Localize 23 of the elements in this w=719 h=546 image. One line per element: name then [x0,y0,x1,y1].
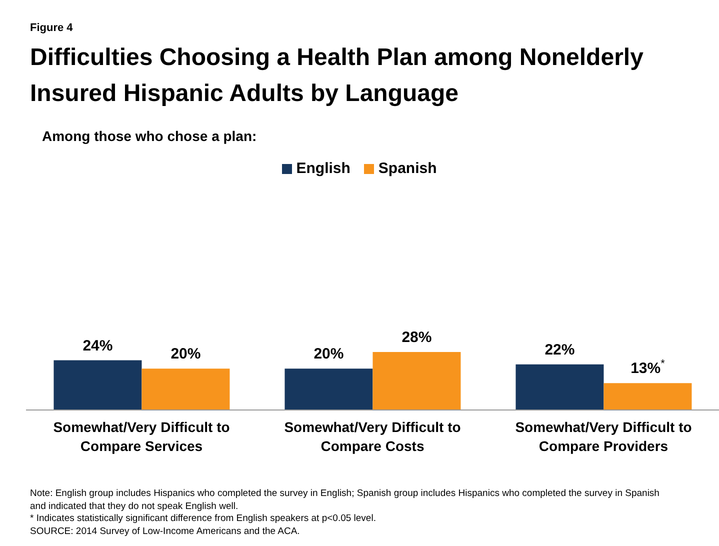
data-label: 24% [82,337,113,354]
bar [284,368,373,410]
text: Note: English group includes Hispanics who completed the survey in English; Spanish group includes Hispanics who completed the survey in Spanish and indicated that they do not speak English well. [30,488,660,513]
x-tick-label: Somewhat/Very Difficult to Compare Services [53,419,230,454]
bar [54,360,142,410]
x-tick-label: Somewhat/Very Difficult to Compare Providers [515,419,692,454]
chart-subtitle: Among those who chose a plan: [42,128,257,144]
legend-label: Spanish [377,160,437,177]
data-label: 22% [544,341,575,358]
bar [372,352,461,410]
bar [142,368,230,410]
data-label: 28% [402,329,432,346]
x-tick-label: Somewhat/Very Difficult to Compare Costs [284,419,461,454]
data-label: 20% [314,346,344,363]
caption: Figure 4 [30,22,73,34]
bar [604,383,692,410]
chart-title: Difficulties Choosing a Health Plan among Nonelderly Insured Hispanic Adults by Language [30,43,644,109]
text: * Indicates statistically significant difference from English speakers at p<0.05 level. [30,513,377,526]
legend-label: English [295,160,350,177]
source-note: SOURCE: 2014 Survey of Low-Income Americans and the ACA. [30,526,301,538]
bar [516,364,604,410]
data-label: 13%$^{*}$ [630,358,666,378]
data-label: 20% [170,346,201,363]
